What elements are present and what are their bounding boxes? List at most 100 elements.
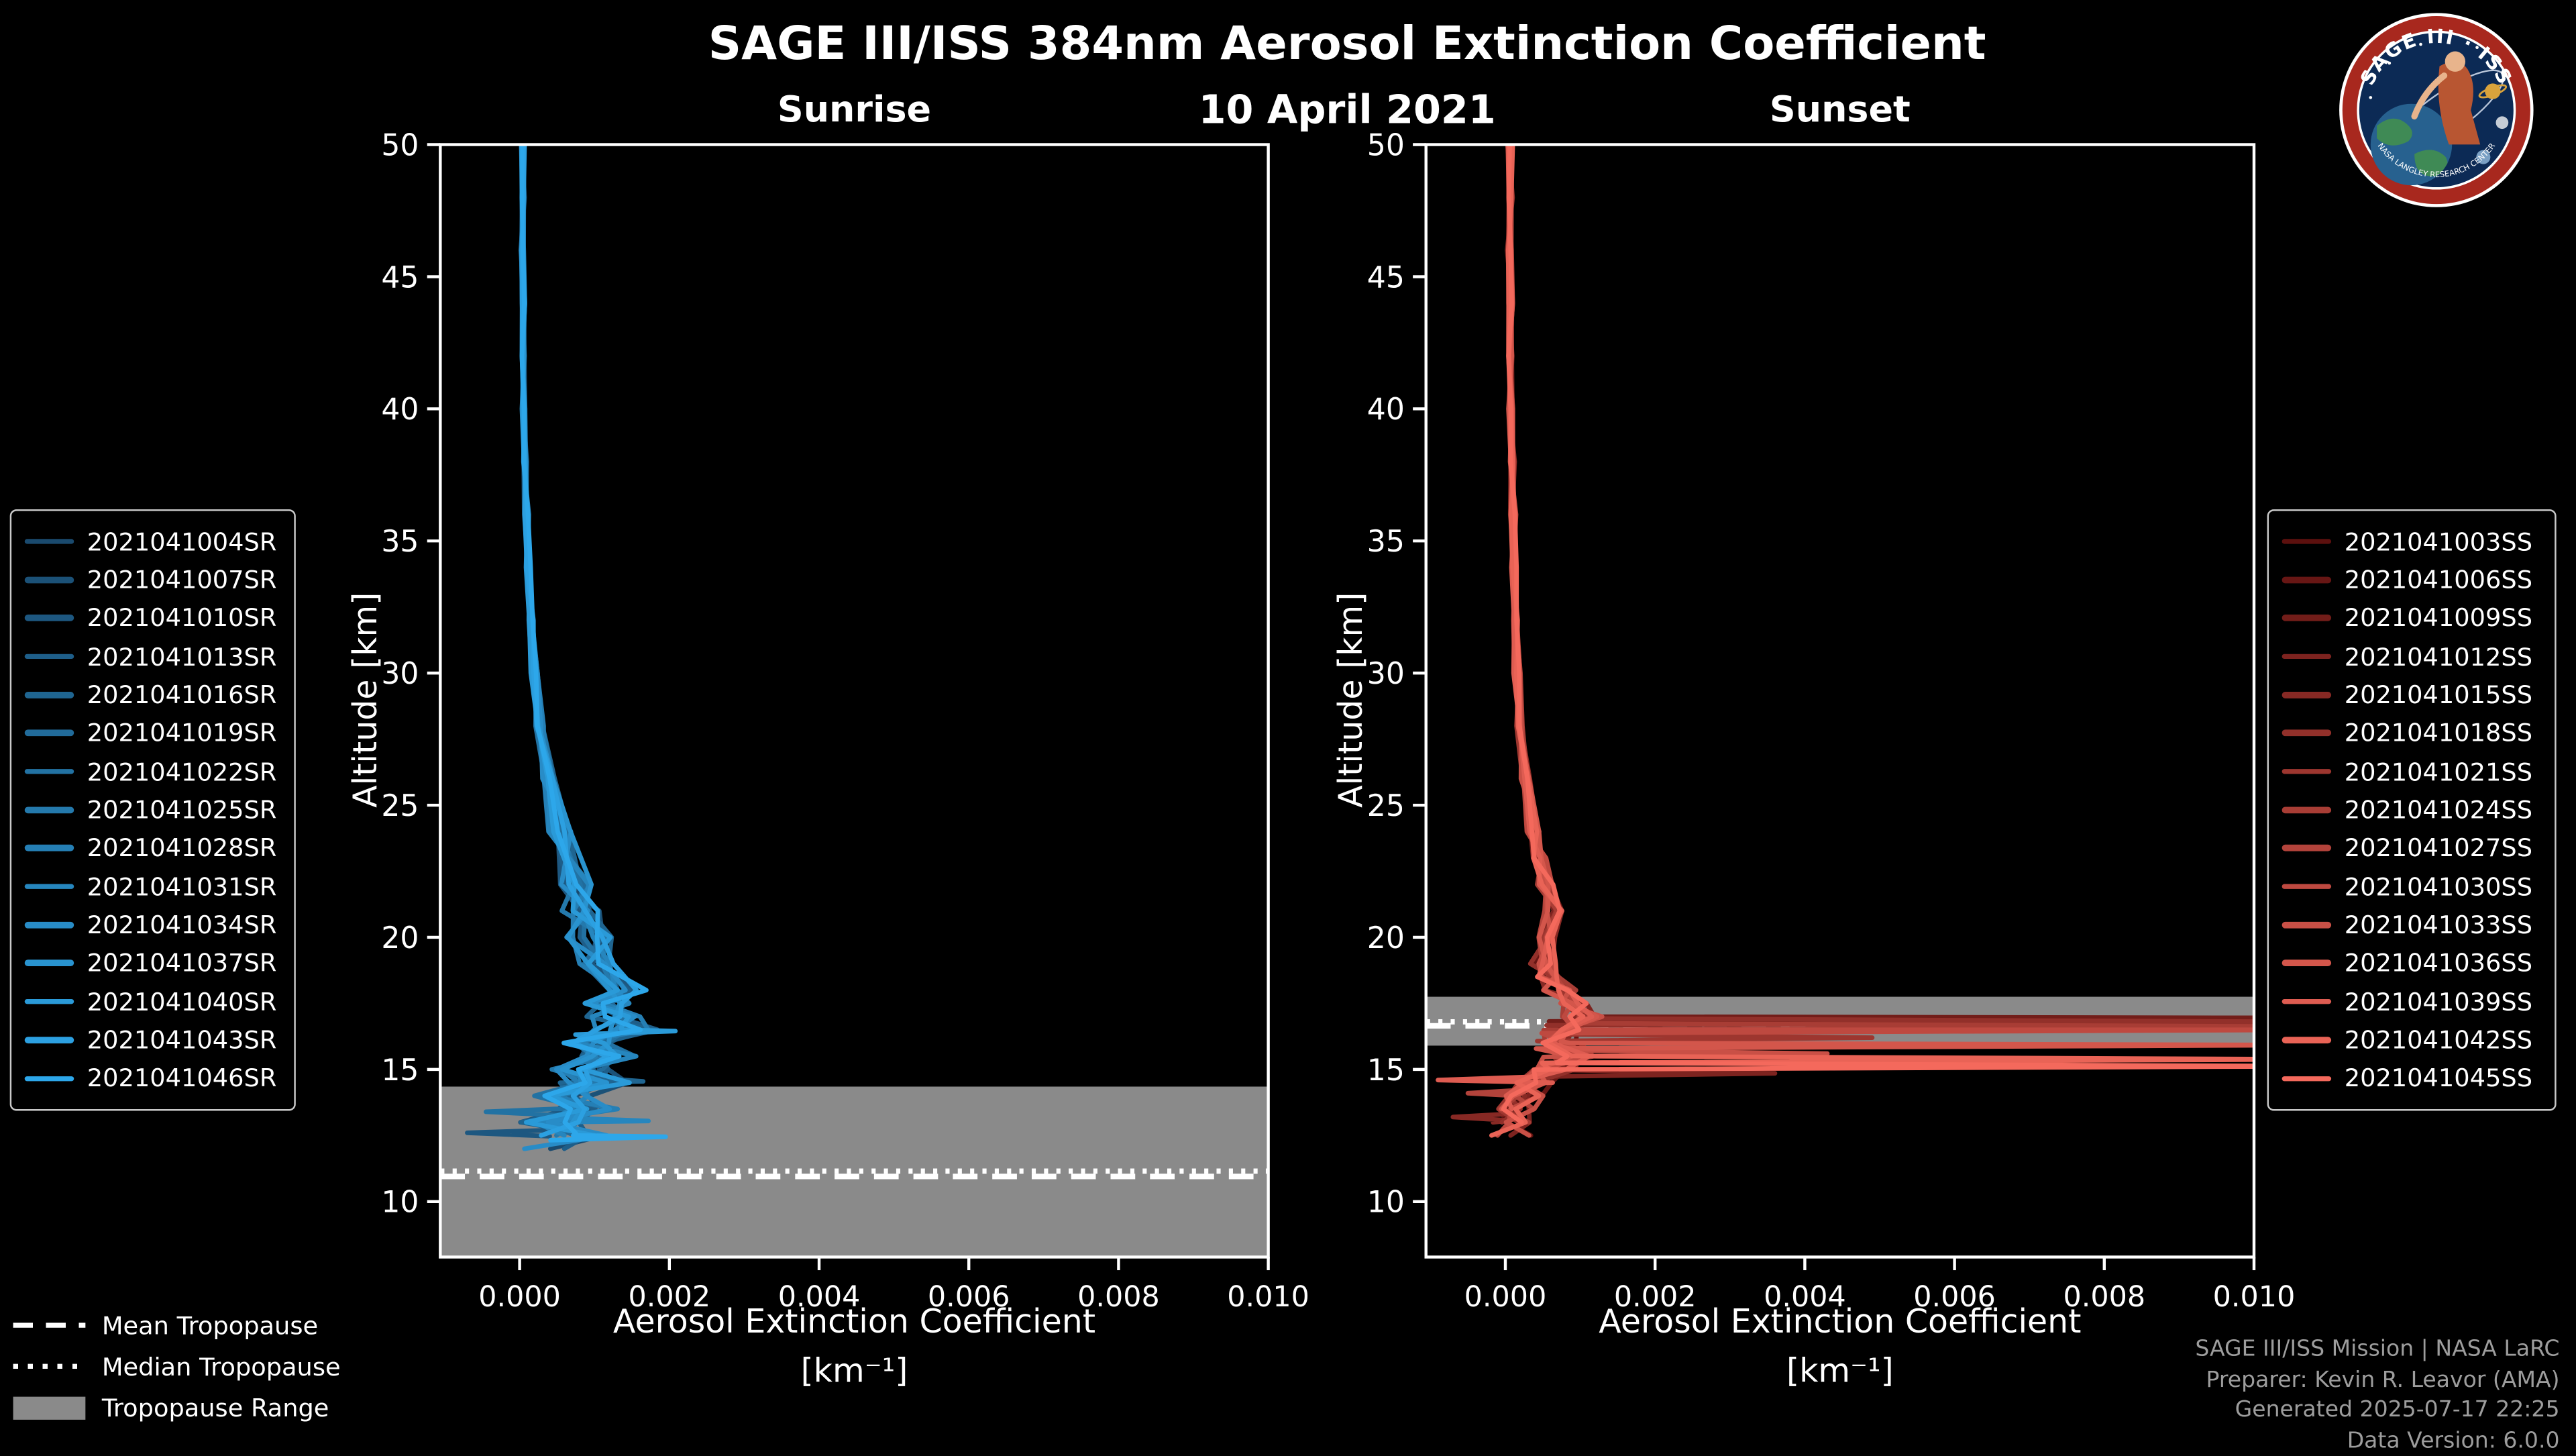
- profile-line: [1489, 144, 2255, 1138]
- legend-item-label: 2021041016SR: [87, 680, 277, 710]
- mean-tropopause-label: Mean Tropopause: [101, 1310, 319, 1341]
- legend-item: 2021041039SS: [2282, 983, 2542, 1021]
- y-tick-label: 25: [381, 789, 419, 823]
- median-tropopause-legend-item: Median Tropopause: [13, 1346, 341, 1387]
- median-tropopause-label: Median Tropopause: [101, 1351, 341, 1382]
- x-tick-label: 0.004: [778, 1280, 861, 1314]
- x-tick-label: 0.006: [1913, 1280, 1996, 1314]
- legend-item-label: 2021041043SR: [87, 1025, 277, 1055]
- legend-line-sample: [24, 960, 74, 967]
- legend-line-sample: [2282, 960, 2332, 967]
- legend-item-label: 2021041013SR: [87, 641, 277, 672]
- legend-item: 2021041030SS: [2282, 868, 2542, 905]
- legend-line-sample: [2282, 922, 2332, 929]
- legend-item-label: 2021041042SS: [2344, 1025, 2533, 1055]
- y-tick-label: 35: [1367, 525, 1405, 559]
- legend-line-sample: [24, 998, 74, 1005]
- legend-item-label: 2021041039SS: [2344, 986, 2533, 1017]
- legend-line-sample: [2282, 845, 2332, 851]
- legend-line-sample: [24, 538, 74, 545]
- legend-item-label: 2021041006SS: [2344, 565, 2533, 595]
- profile-line: [519, 144, 651, 1125]
- sunrise-x-axis-units: [km⁻¹]: [800, 1351, 908, 1390]
- legend-item-label: 2021041007SR: [87, 565, 277, 595]
- legend-line-sample: [24, 615, 74, 621]
- legend-item-label: 2021041033SS: [2344, 910, 2533, 940]
- sage-iii-iss-logo: SAGE III · ISS NASA LANGLEY RESEARCH CEN…: [2336, 10, 2536, 211]
- legend-line-sample: [24, 692, 74, 698]
- legend-item: 2021041009SS: [2282, 599, 2542, 637]
- legend-line-sample: [2282, 654, 2332, 660]
- legend-line-sample: [24, 576, 74, 583]
- legend-item-label: 2021041031SR: [87, 872, 277, 902]
- profile-line: [1499, 144, 2255, 1112]
- y-tick-label: 45: [381, 260, 419, 295]
- legend-item-label: 2021041025SR: [87, 795, 277, 825]
- legend-item-label: 2021041027SS: [2344, 833, 2533, 864]
- legend-item-label: 2021041021SS: [2344, 756, 2533, 786]
- y-tick-label: 20: [381, 921, 419, 955]
- sunset-axes-box: [1424, 143, 2256, 1259]
- legend-line-sample: [24, 730, 74, 737]
- y-tick-label: 20: [1367, 921, 1405, 955]
- y-tick-label: 40: [1367, 393, 1405, 427]
- sunset-x-axis-label: Aerosol Extinction Coefficient: [1599, 1301, 2082, 1341]
- dashed-line-sample-icon: [13, 1322, 86, 1329]
- legend-line-sample: [2282, 730, 2332, 737]
- profile-line: [1465, 144, 1587, 1112]
- y-tick-label: 40: [381, 393, 419, 427]
- footer-credits: SAGE III/ISS Mission | NASA LaRC Prepare…: [2195, 1335, 2559, 1456]
- legend-item-label: 2021041012SS: [2344, 641, 2533, 672]
- y-tick-label: 10: [1367, 1186, 1405, 1220]
- legend-item: 2021041037SR: [24, 945, 281, 982]
- profile-line: [1497, 144, 2255, 1125]
- sunset-x-axis-units: [km⁻¹]: [1786, 1351, 1894, 1390]
- legend-item-label: 2021041028SR: [87, 833, 277, 864]
- legend-item: 2021041040SR: [24, 983, 281, 1021]
- legend-item: 2021041016SR: [24, 676, 281, 713]
- profile-line: [1505, 144, 2255, 1112]
- legend-item: 2021041004SR: [24, 523, 281, 560]
- sunrise-panel-title: Sunrise: [777, 90, 932, 132]
- legend-line-sample: [24, 807, 74, 813]
- x-tick-label: 0.000: [478, 1280, 561, 1314]
- sunrise-plot-area: [440, 144, 1269, 1257]
- legend-item: 2021041036SS: [2282, 945, 2542, 982]
- x-tick-label: 0.002: [628, 1280, 710, 1314]
- profile-line: [519, 144, 668, 1143]
- x-tick-label: 0.008: [1077, 1280, 1160, 1314]
- y-tick-label: 25: [1367, 789, 1405, 823]
- legend-item: 2021041015SS: [2282, 676, 2542, 713]
- legend-item-label: 2021041045SS: [2344, 1063, 2533, 1094]
- legend-item-label: 2021041009SS: [2344, 603, 2533, 633]
- x-tick-label: 0.000: [1464, 1280, 1547, 1314]
- moon-icon: [2496, 116, 2509, 129]
- legend-item: 2021041007SR: [24, 561, 281, 599]
- y-tick-label: 45: [1367, 260, 1405, 295]
- legend-item: 2021041021SS: [2282, 753, 2542, 790]
- legend-item: 2021041018SS: [2282, 715, 2542, 752]
- legend-line-sample: [24, 768, 74, 775]
- x-tick-label: 0.010: [2213, 1280, 2296, 1314]
- sunrise-y-axis-label: Altitude [km]: [345, 592, 385, 808]
- legend-item-label: 2021041022SR: [87, 756, 277, 786]
- legend-item: 2021041028SR: [24, 829, 281, 867]
- legend-item: 2021041010SR: [24, 599, 281, 637]
- legend-item: 2021041045SS: [2282, 1059, 2542, 1097]
- footer-line-preparer: Preparer: Kevin R. Leavor (AMA): [2206, 1366, 2560, 1393]
- legend-line-sample: [24, 845, 74, 851]
- footer-line-mission: SAGE III/ISS Mission | NASA LaRC: [2195, 1336, 2560, 1363]
- legend-item-label: 2021041003SS: [2344, 526, 2533, 556]
- y-tick-label: 50: [1367, 128, 1405, 162]
- legend-item-label: 2021041030SS: [2344, 872, 2533, 902]
- x-tick-label: 0.006: [928, 1280, 1010, 1314]
- saturn-icon: [2485, 83, 2501, 99]
- legend-item-label: 2021041034SR: [87, 910, 277, 940]
- legend-line-sample: [24, 1075, 74, 1082]
- x-tick-label: 0.002: [1614, 1280, 1697, 1314]
- legend-item-label: 2021041019SR: [87, 718, 277, 748]
- legend-item: 2021041046SR: [24, 1059, 281, 1097]
- x-tick-label: 0.010: [1227, 1280, 1309, 1314]
- legend-line-sample: [24, 1037, 74, 1043]
